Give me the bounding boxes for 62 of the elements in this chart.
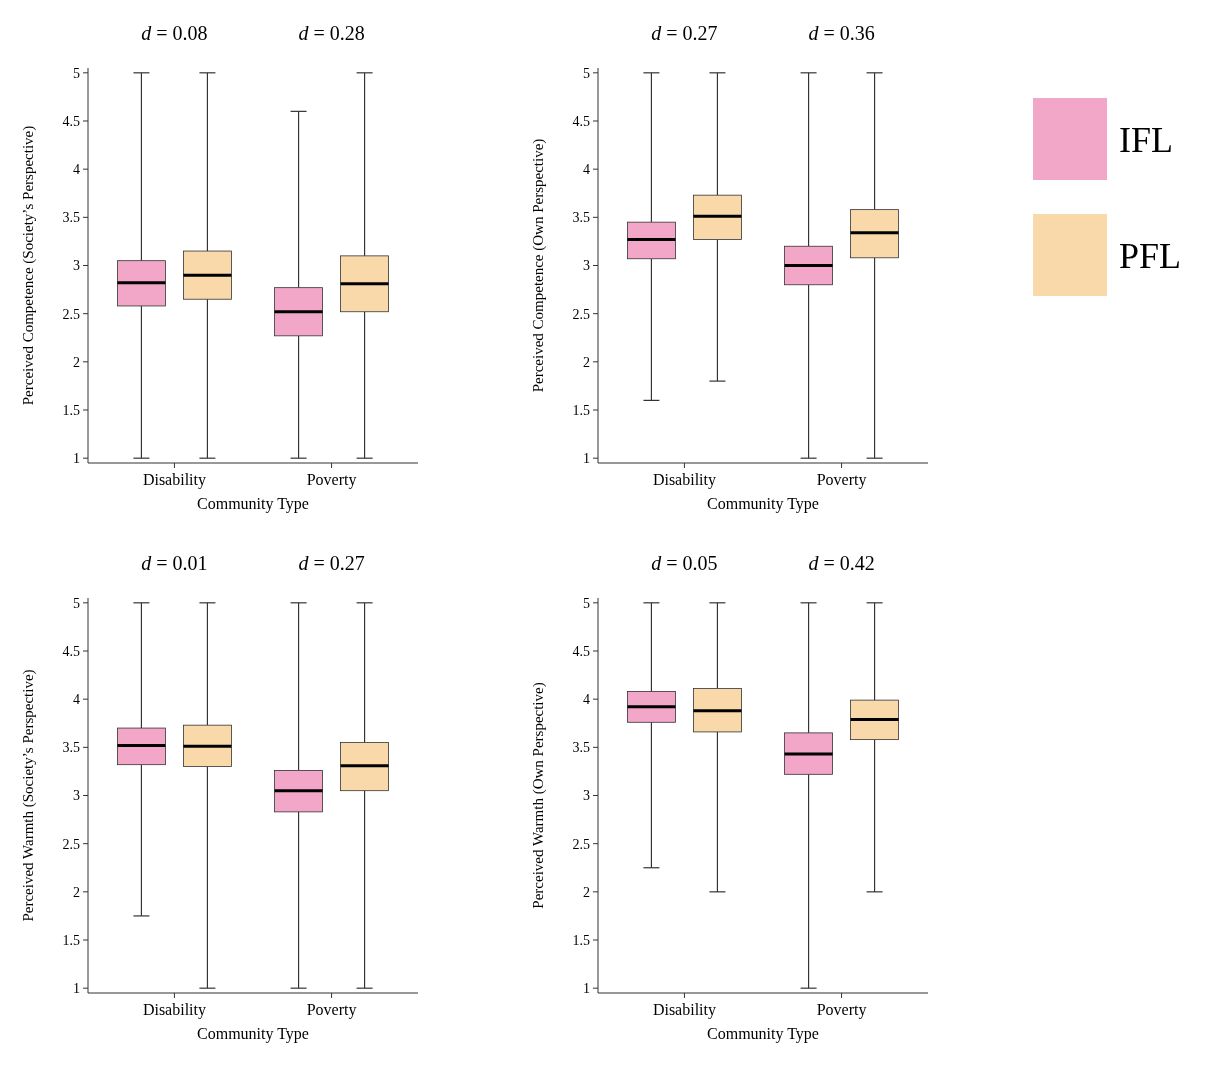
y-tick-label: 3 bbox=[73, 788, 80, 804]
y-tick-label: 3.5 bbox=[572, 740, 590, 756]
text: d = 0.42 bbox=[808, 552, 875, 574]
text: d = 0.08 bbox=[141, 22, 208, 44]
text: d = 0.27 bbox=[651, 22, 718, 44]
y-tick-label: 4.5 bbox=[572, 643, 590, 659]
y-tick-label: 3.5 bbox=[62, 740, 80, 756]
y-tick-label: 1 bbox=[583, 451, 590, 467]
legend-label: PFL bbox=[1119, 235, 1182, 276]
y-tick-label: 3.5 bbox=[572, 210, 590, 226]
x-axis-title: Community Type bbox=[197, 495, 309, 513]
x-axis-title: Community Type bbox=[197, 1025, 309, 1043]
y-tick-label: 3 bbox=[583, 788, 590, 804]
y-tick-label: 2 bbox=[73, 884, 80, 900]
text: d = 0.27 bbox=[298, 552, 365, 574]
x-tick-label: Poverty bbox=[816, 471, 867, 489]
y-tick-label: 4.5 bbox=[572, 113, 590, 129]
y-tick-label: 3.5 bbox=[62, 210, 80, 226]
x-tick-label: Disability bbox=[142, 1001, 206, 1019]
y-tick-label: 1 bbox=[583, 981, 590, 997]
y-tick-label: 4 bbox=[73, 692, 80, 708]
y-tick-label: 1.5 bbox=[62, 932, 80, 948]
y-tick-label: 1 bbox=[73, 451, 80, 467]
legend-label: IFL bbox=[1119, 119, 1173, 160]
y-tick-label: 2.5 bbox=[572, 836, 590, 852]
y-tick-label: 2.5 bbox=[62, 306, 80, 322]
y-tick-label: 5 bbox=[583, 595, 590, 611]
y-tick-label: 5 bbox=[583, 65, 590, 81]
y-axis-title: Perceived Warmth (Society’s Perspective) bbox=[20, 669, 37, 922]
y-axis-title: Perceived Competence (Own Perspective) bbox=[530, 138, 547, 393]
y-tick-label: 4.5 bbox=[62, 643, 80, 659]
y-tick-label: 1.5 bbox=[572, 932, 590, 948]
text: d = 0.01 bbox=[141, 552, 208, 574]
y-tick-label: 4 bbox=[73, 162, 80, 178]
x-tick-label: Disability bbox=[142, 471, 206, 489]
x-tick-label: Disability bbox=[652, 471, 716, 489]
y-tick-label: 3 bbox=[73, 258, 80, 274]
y-tick-label: 4.5 bbox=[62, 113, 80, 129]
x-axis-title: Community Type bbox=[707, 495, 819, 513]
y-tick-label: 4 bbox=[583, 692, 590, 708]
x-tick-label: Disability bbox=[652, 1001, 716, 1019]
y-tick-label: 2.5 bbox=[62, 836, 80, 852]
y-tick-label: 2 bbox=[73, 354, 80, 370]
x-axis-title: Community Type bbox=[707, 1025, 819, 1043]
x-tick-label: Poverty bbox=[306, 471, 357, 489]
y-tick-label: 5 bbox=[73, 65, 80, 81]
x-tick-label: Poverty bbox=[306, 1001, 357, 1019]
y-axis-title: Perceived Competence (Society’s Perspective) bbox=[20, 125, 37, 406]
y-tick-label: 2 bbox=[583, 354, 590, 370]
text: d = 0.36 bbox=[808, 22, 875, 44]
x-tick-label: Poverty bbox=[816, 1001, 867, 1019]
y-tick-label: 2.5 bbox=[572, 306, 590, 322]
y-tick-label: 1 bbox=[73, 981, 80, 997]
y-tick-label: 1.5 bbox=[572, 402, 590, 418]
y-tick-label: 3 bbox=[583, 258, 590, 274]
y-axis-title: Perceived Warmth (Own Perspective) bbox=[530, 682, 547, 909]
y-tick-label: 1.5 bbox=[62, 402, 80, 418]
text: d = 0.05 bbox=[651, 552, 718, 574]
y-tick-label: 5 bbox=[73, 595, 80, 611]
text: d = 0.28 bbox=[298, 22, 365, 44]
y-tick-label: 2 bbox=[583, 884, 590, 900]
y-tick-label: 4 bbox=[583, 162, 590, 178]
